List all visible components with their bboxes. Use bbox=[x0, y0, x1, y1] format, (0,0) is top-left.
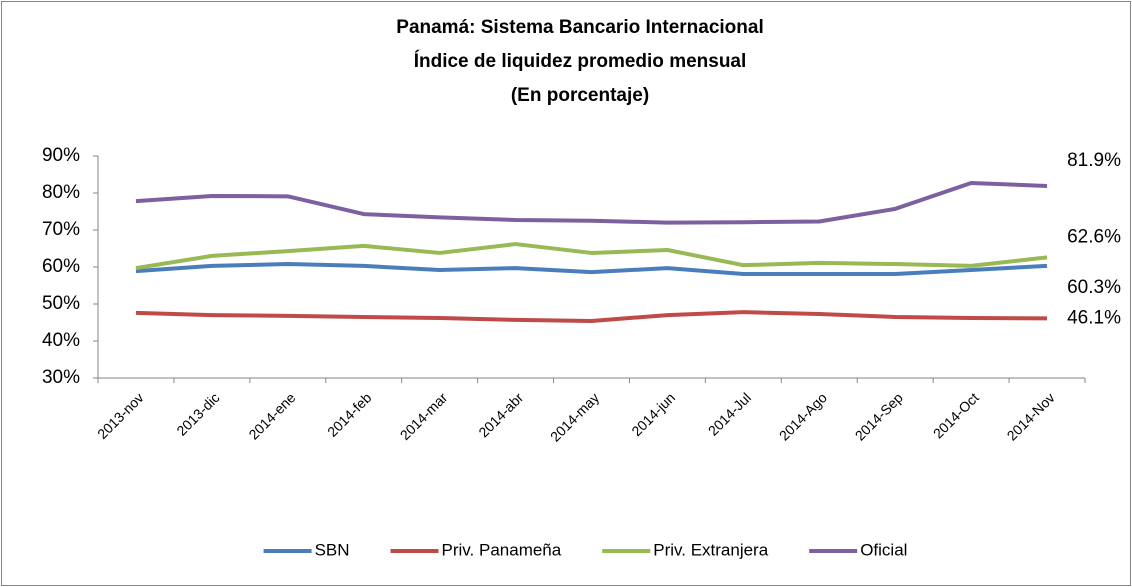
value-label: 60.3% bbox=[1067, 277, 1121, 298]
series-line bbox=[135, 181, 1048, 225]
y-tick-label: 70% bbox=[42, 219, 80, 240]
chart-title: Panamá: Sistema Bancario Internacional bbox=[396, 17, 763, 38]
y-tick-label: 90% bbox=[42, 145, 80, 166]
legend-label: Oficial bbox=[860, 540, 907, 559]
series-line bbox=[135, 262, 1048, 277]
series-line bbox=[135, 310, 1048, 324]
value-label: 62.6% bbox=[1067, 226, 1121, 247]
y-tick-label: 50% bbox=[42, 293, 80, 314]
y-tick-label: 30% bbox=[42, 367, 80, 388]
legend-label: SBN bbox=[315, 540, 350, 559]
legend-label: Priv. Panameña bbox=[442, 540, 562, 559]
chart-title: Índice de liquidez promedio mensual bbox=[414, 50, 747, 72]
chart-title: (En porcentaje) bbox=[511, 85, 649, 106]
y-tick-label: 80% bbox=[42, 182, 80, 203]
y-tick-label: 40% bbox=[42, 330, 80, 351]
value-label: 46.1% bbox=[1067, 307, 1121, 328]
legend-label: Priv. Extranjera bbox=[653, 540, 768, 559]
y-tick-label: 60% bbox=[42, 256, 80, 277]
value-label: 81.9% bbox=[1067, 150, 1121, 171]
series-line bbox=[135, 242, 1048, 271]
